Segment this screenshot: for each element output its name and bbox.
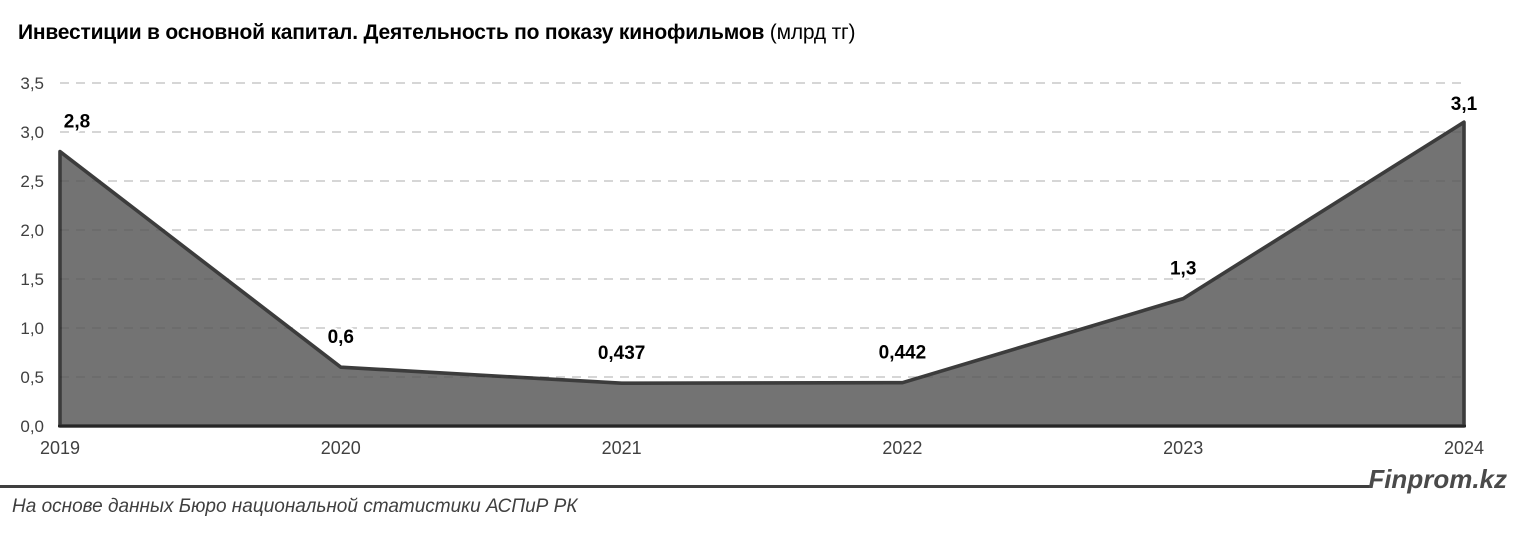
data-label: 0,437	[598, 343, 646, 364]
brand-watermark: Finprom.kz	[1368, 464, 1507, 494]
data-label: 2,8	[64, 112, 90, 133]
chart-title-unit: (млрд тг)	[764, 21, 856, 44]
y-tick-label: 3,5	[20, 74, 44, 93]
source-note: На основе данных Бюро национальной стати…	[12, 496, 578, 517]
x-tick-label: 2024	[1444, 438, 1484, 458]
y-tick-label: 1,0	[20, 319, 44, 338]
x-tick-label: 2022	[882, 438, 922, 458]
chart-title: Инвестиции в основной капитал. Деятельно…	[18, 20, 855, 46]
y-tick-label: 1,5	[20, 270, 44, 289]
data-label: 0,442	[879, 343, 927, 364]
x-tick-label: 2021	[602, 438, 642, 458]
data-label: 1,3	[1170, 259, 1196, 280]
y-tick-label: 3,0	[20, 123, 44, 142]
y-tick-label: 2,5	[20, 172, 44, 191]
data-label: 3,1	[1451, 94, 1478, 115]
area-series	[58, 120, 1466, 428]
x-tick-label: 2023	[1163, 438, 1203, 458]
footer-divider	[0, 485, 1372, 488]
y-tick-label: 0,0	[20, 417, 44, 436]
y-tick-label: 2,0	[20, 221, 44, 240]
data-label: 0,6	[328, 327, 354, 348]
chart-title-main: Инвестиции в основной капитал. Деятельно…	[18, 21, 765, 44]
x-tick-label: 2020	[321, 438, 361, 458]
x-tick-label: 2019	[40, 438, 80, 458]
y-tick-label: 0,5	[20, 368, 44, 387]
